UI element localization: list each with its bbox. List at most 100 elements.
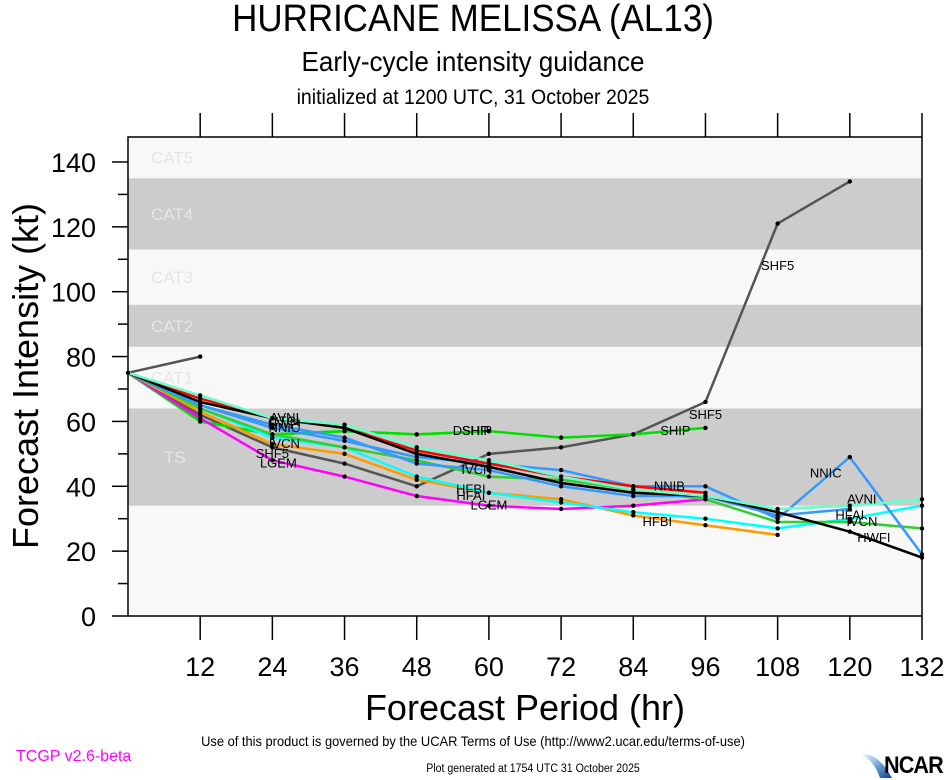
data-point-lgem — [342, 474, 347, 479]
series-label-ctci: CTCI — [269, 413, 299, 428]
data-point-lgem — [486, 503, 492, 508]
data-point-avni — [703, 493, 708, 499]
series-label-lgem: LGEM — [470, 498, 507, 513]
data-point-ivcn — [414, 458, 419, 463]
y-tick-label: 20 — [66, 537, 96, 567]
x-axis-ticks: 12 24 36 48 60 72 84 96 108 120 132 — [185, 113, 945, 682]
data-point-hfbi — [270, 441, 275, 447]
data-point-shf5 — [270, 445, 275, 450]
series-label-ivcn: IVCN — [846, 514, 877, 529]
data-point-ivcn — [342, 445, 347, 450]
data-point-avni — [414, 445, 419, 450]
series-line-hfbi — [127, 371, 778, 537]
band-label-cat4: CAT4 — [151, 205, 193, 224]
series-label-dshp: DSHP — [453, 423, 489, 438]
data-point-avni — [486, 458, 492, 463]
data-point-hfai — [703, 516, 708, 521]
band-cat4 — [128, 178, 922, 250]
chart-subtitle: Early-cycle intensity guidance — [301, 46, 645, 77]
x-tick-label: 36 — [330, 652, 360, 682]
data-point-shf5 — [847, 179, 853, 184]
series-label-nnib: NNIB — [654, 478, 685, 493]
data-point-hfai — [558, 500, 564, 505]
data-point-nnib — [414, 461, 419, 466]
series-line-avni — [127, 371, 923, 511]
data-point-shf5 — [197, 412, 203, 418]
data-point-shf5 — [342, 461, 347, 466]
data-point-hfbi — [558, 497, 564, 502]
y-tick-label: 0 — [81, 602, 96, 632]
ncar-logo: NCAR — [858, 750, 946, 780]
data-point-lgem — [414, 493, 419, 499]
data-point-nnib — [558, 484, 564, 489]
data-point-hwfi — [414, 451, 419, 457]
data-point-ctci — [631, 484, 636, 489]
data-point-avni — [775, 506, 780, 512]
data-point-nnib — [270, 422, 275, 427]
data-point-hfbi — [342, 451, 347, 457]
data-point-ship — [631, 432, 636, 437]
series-label-hfai: HFAI — [456, 488, 485, 503]
data-point-ivcn — [197, 406, 203, 411]
data-point-avni — [342, 422, 347, 427]
band-cat2 — [128, 304, 922, 347]
data-point-ivcn — [270, 432, 275, 437]
x-tick-label: 60 — [474, 652, 504, 682]
data-point-shf5 — [558, 445, 564, 450]
data-point-ctci — [486, 461, 492, 466]
series-label-shf5: SHF5 — [256, 446, 289, 461]
data-point-nnib — [631, 493, 636, 499]
x-tick-label: 84 — [618, 652, 648, 682]
data-point-lgem — [631, 503, 636, 508]
y-tick-label: 40 — [66, 472, 96, 502]
data-point-shf5 — [486, 451, 492, 457]
data-point-ship — [703, 425, 708, 431]
data-point-hwfi — [197, 399, 203, 405]
data-point-nnic — [558, 467, 564, 473]
data-point-hfbi — [703, 522, 708, 528]
intensity-bands — [128, 137, 922, 616]
data-point-hfbi — [631, 513, 636, 518]
data-point-hfai — [775, 526, 780, 531]
series-line-unlabeled — [127, 355, 201, 375]
series-label-hfbi: HFBI — [643, 514, 673, 529]
data-point-avni — [847, 503, 853, 508]
data-point-lgem — [558, 506, 564, 512]
data-point-nnic — [775, 516, 780, 521]
series-label-hwfi: HWFI — [857, 530, 890, 545]
series-line-dshp — [127, 371, 489, 436]
data-point-hfai — [631, 510, 636, 515]
data-point-ship — [558, 435, 564, 440]
ncar-logo-text: NCAR — [884, 752, 944, 779]
series-label-nnic: NNIC — [810, 465, 842, 480]
data-point-ctci — [703, 490, 708, 495]
data-point-ctci — [414, 448, 419, 453]
band-label-cat3: CAT3 — [151, 268, 193, 287]
data-point-ivcn — [847, 519, 853, 525]
data-point-hfbi — [197, 409, 203, 414]
data-point-ivcn — [775, 519, 780, 525]
data-point-lgem — [197, 415, 203, 421]
ncar-swoosh-icon — [860, 753, 892, 778]
data-point-hwfi — [558, 480, 564, 486]
data-point-avni — [270, 415, 275, 421]
data-point-unlabeled — [197, 354, 203, 359]
data-point-hwfi — [847, 529, 853, 534]
data-point-lgem — [270, 458, 275, 463]
x-tick-label: 12 — [185, 652, 215, 682]
y-tick-label: 120 — [51, 213, 96, 243]
band-cat3 — [128, 249, 922, 305]
band-label-ts: TS — [164, 448, 186, 467]
data-point-shf5 — [775, 221, 780, 226]
series-label-avni: AVNI — [270, 410, 299, 425]
series-label-hfbi: HFBI — [456, 482, 486, 497]
x-tick-label: 120 — [827, 652, 872, 682]
data-point-avni — [197, 393, 203, 398]
plot-frame — [127, 136, 923, 617]
series-points — [125, 179, 925, 560]
series-line-hfai — [127, 371, 923, 530]
data-point-nnic — [847, 454, 853, 460]
